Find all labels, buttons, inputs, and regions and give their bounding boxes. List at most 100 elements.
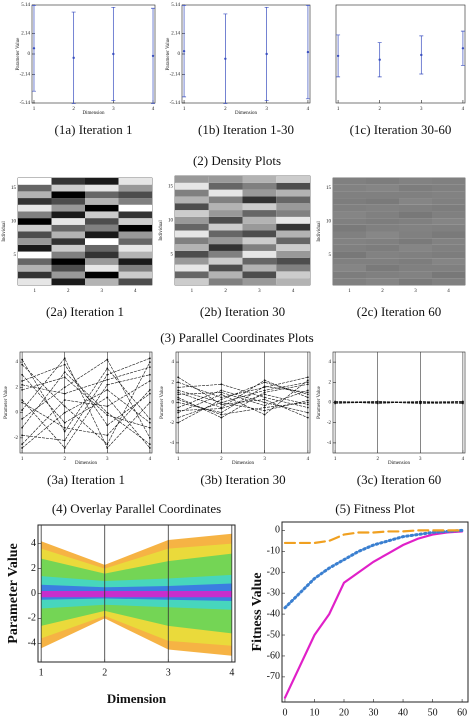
heat-cell (175, 257, 209, 265)
parallel-point (148, 357, 151, 360)
heat-cell (18, 204, 52, 212)
heat-cell (118, 231, 152, 239)
heat-cell (18, 231, 52, 239)
parallel-point (106, 434, 109, 437)
heat-cell (432, 251, 465, 259)
heat-cell (276, 278, 310, 285)
parallel-point (148, 380, 151, 382)
parallel-point (334, 402, 337, 404)
parallel-line (178, 380, 309, 415)
y-axis-label: Parameter Value (16, 37, 21, 71)
heat-cell (333, 184, 366, 192)
x-tick-label: 40 (398, 707, 408, 718)
fitness-line (283, 529, 464, 545)
heat-cell (18, 238, 52, 245)
y-axis-label: Parameter Value (6, 543, 21, 643)
parallel-point (106, 414, 109, 417)
heat-cell (242, 264, 277, 272)
heat-cell (175, 210, 209, 217)
parallel-point (220, 401, 223, 404)
heat-cell (399, 224, 432, 232)
y-tick-label: 5.14 (171, 3, 180, 8)
y-tick-label: 2.14 (21, 32, 30, 37)
heat-cell (208, 257, 243, 265)
heat-cell (208, 250, 243, 258)
parallel-point (220, 411, 223, 414)
y-axis-label: Individual (2, 221, 7, 242)
parallel-point (220, 391, 223, 394)
heat-cell (432, 204, 465, 212)
heat-cell (333, 251, 366, 259)
parallel-line (21, 357, 151, 449)
y-axis-label: Parameter Value (160, 385, 165, 419)
x-tick-label: 3 (263, 457, 266, 462)
x-tick-label: 2 (376, 457, 379, 462)
x-tick-label: 4 (462, 457, 465, 462)
parallel-point (177, 421, 180, 424)
heat-cell (175, 237, 209, 245)
parallel-line (178, 390, 308, 413)
y-tick-label: 15 (11, 186, 17, 191)
heat-cell (85, 224, 119, 232)
x-tick-label: 0 (282, 707, 287, 718)
y-tick-label: -30 (267, 587, 280, 598)
parallel-point (21, 426, 24, 429)
x-tick-label: 4 (292, 289, 295, 294)
parallel-point (177, 396, 180, 399)
heat-cell (18, 264, 52, 272)
y-axis-label: Parameter Value (166, 37, 171, 71)
parallel-point (306, 396, 309, 399)
heat-cell (51, 211, 85, 219)
heat-cell (276, 264, 310, 272)
heat-cell (242, 237, 277, 245)
y-tick-label: -5.14 (170, 101, 181, 106)
y-tick-label: 0 (275, 525, 280, 536)
heat-cell (432, 211, 465, 219)
parallel-point (148, 361, 151, 363)
heat-cell (175, 244, 209, 251)
parallel-point (263, 396, 266, 399)
heat-cell (276, 244, 310, 251)
heat-cell (118, 244, 152, 252)
parallel-point (220, 398, 223, 401)
parallel-point (306, 411, 309, 414)
parallel-line (178, 384, 308, 418)
parallel-point (21, 434, 24, 437)
mean-point (32, 47, 36, 50)
parallel-point (63, 386, 66, 389)
parallel-line (21, 374, 150, 449)
x-tick-label: 1 (21, 457, 24, 462)
x-tick-label: 1 (337, 107, 340, 112)
y-tick-label: -4 (170, 441, 175, 446)
mean-point (336, 54, 340, 58)
y-tick-label: 0 (28, 52, 31, 57)
parallel-point (63, 376, 66, 379)
parallel-line (178, 376, 308, 418)
heat-cell (208, 216, 243, 224)
x-tick-label: 2 (224, 289, 227, 294)
parallel-point (376, 400, 379, 403)
heat-cell (432, 278, 465, 285)
heat-cell (51, 251, 85, 259)
heat-cell (333, 258, 366, 265)
heat-cell (432, 178, 465, 185)
heat-cell (432, 238, 465, 245)
y-axis-label: Individual (159, 220, 164, 241)
parallel-point (306, 416, 309, 419)
heat-cell (85, 198, 119, 205)
parallel-point (177, 406, 180, 409)
x-axis-label: Dimension (75, 461, 97, 466)
x-tick-label: 3 (414, 289, 417, 294)
heat-cell (242, 244, 277, 251)
parallel-point (306, 393, 309, 396)
y-tick-label: 15 (168, 184, 174, 189)
heat-cell (333, 271, 366, 279)
heat-cell (276, 176, 310, 183)
parallel-point (21, 383, 24, 386)
parallel-point (461, 401, 464, 403)
y-tick-label: -20 (267, 567, 280, 578)
parallel-line (22, 376, 150, 429)
parallel-point (21, 388, 24, 391)
x-tick-label: 2 (102, 667, 107, 678)
